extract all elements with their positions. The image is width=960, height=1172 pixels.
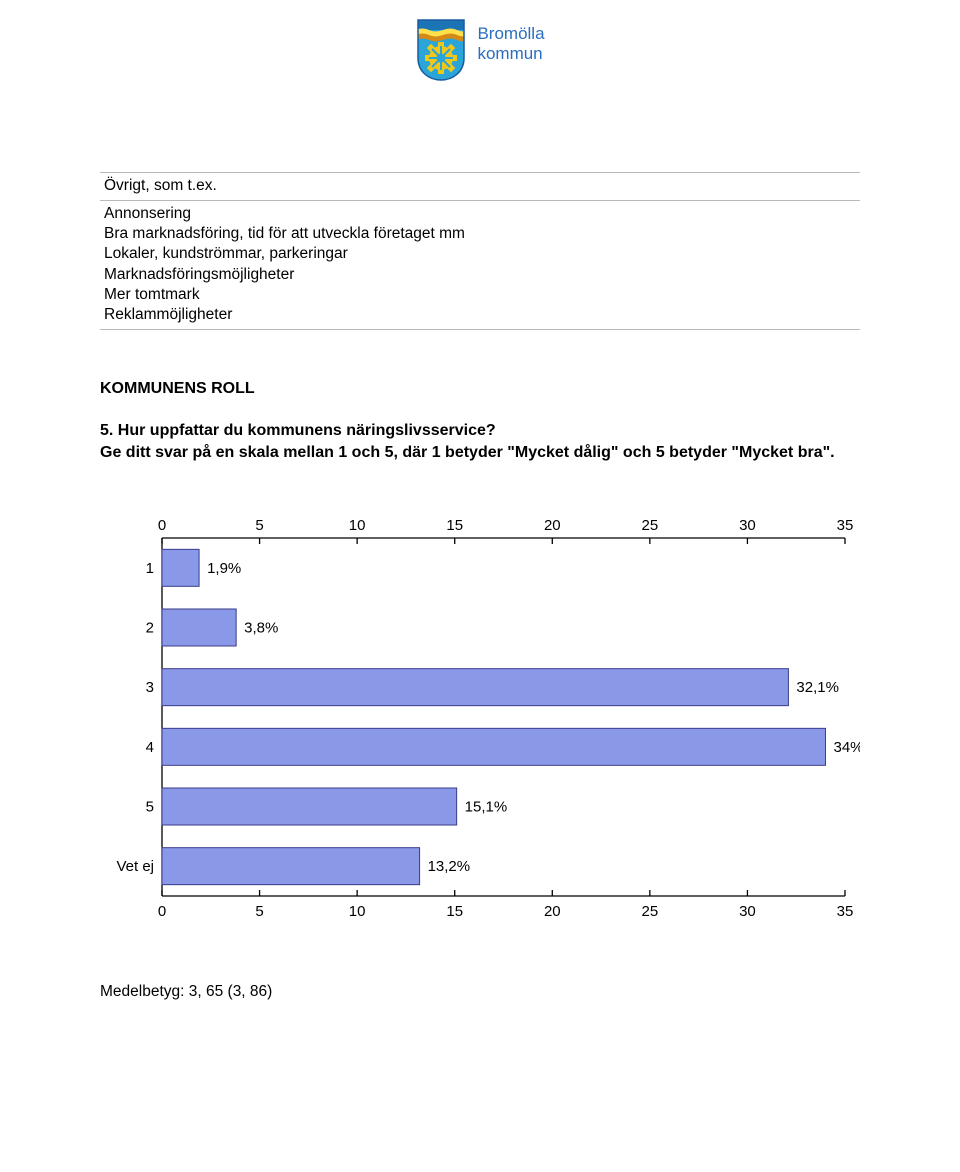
svg-text:25: 25	[642, 903, 659, 920]
svg-text:0: 0	[158, 903, 166, 920]
chart-bar-label: 15,1%	[465, 799, 508, 816]
svg-text:4: 4	[146, 739, 154, 756]
responses-table: Övrigt, som t.ex. Annonsering Bra markna…	[100, 172, 860, 330]
svg-text:3: 3	[146, 679, 154, 696]
svg-text:5: 5	[255, 903, 263, 920]
svg-text:10: 10	[349, 903, 366, 920]
content: Övrigt, som t.ex. Annonsering Bra markna…	[0, 82, 960, 933]
chart-bar	[162, 729, 825, 766]
svg-text:5: 5	[146, 799, 154, 816]
chart-bar	[162, 609, 236, 646]
svg-text:35: 35	[837, 517, 854, 534]
svg-text:20: 20	[544, 517, 561, 534]
org-name-line1: Bromölla	[477, 24, 544, 44]
chart-bar-label: 3,8%	[244, 620, 278, 637]
bar-chart: 0 0 5 5 10 10 15 15 20 20 25 25 30 30 35 35 1 1,9% 2 3,8% 3 3…	[100, 508, 860, 933]
svg-text:10: 10	[349, 517, 366, 534]
chart-bar-label: 1,9%	[207, 560, 241, 577]
svg-text:1: 1	[146, 560, 154, 577]
chart-bar	[162, 848, 420, 885]
chart-bar	[162, 788, 457, 825]
svg-text:20: 20	[544, 903, 561, 920]
svg-text:30: 30	[739, 517, 756, 534]
page: Bromölla kommun Övrigt, som t.ex. Annons…	[0, 0, 960, 1172]
org-name-line2: kommun	[477, 44, 544, 64]
section-title: KOMMUNENS ROLL	[100, 380, 860, 398]
table-row: Annonsering Bra marknadsföring, tid för …	[100, 201, 860, 330]
average-score: Medelbetyg: 3, 65 (3, 86)	[0, 983, 960, 1001]
org-logo-shield	[415, 18, 467, 82]
org-name: Bromölla kommun	[477, 18, 544, 63]
table-cell: Annonsering Bra marknadsföring, tid för …	[100, 201, 860, 330]
svg-text:25: 25	[642, 517, 659, 534]
svg-text:0: 0	[158, 517, 166, 534]
chart-bar-label: 13,2%	[428, 858, 471, 875]
table-cell: Övrigt, som t.ex.	[100, 173, 860, 201]
chart-bar	[162, 550, 199, 587]
svg-text:35: 35	[837, 903, 854, 920]
chart-bar	[162, 669, 788, 706]
svg-text:30: 30	[739, 903, 756, 920]
question-text: 5. Hur uppfattar du kommunens näringsliv…	[100, 420, 860, 463]
svg-text:2: 2	[146, 620, 154, 637]
svg-text:Vet ej: Vet ej	[116, 858, 154, 875]
chart-bar-label: 32,1%	[796, 679, 839, 696]
header: Bromölla kommun	[0, 0, 960, 82]
svg-text:5: 5	[255, 517, 263, 534]
chart-bar-label: 34%	[833, 739, 860, 756]
svg-text:15: 15	[446, 517, 463, 534]
svg-text:15: 15	[446, 903, 463, 920]
gear-icon	[425, 42, 457, 74]
table-row: Övrigt, som t.ex.	[100, 173, 860, 201]
